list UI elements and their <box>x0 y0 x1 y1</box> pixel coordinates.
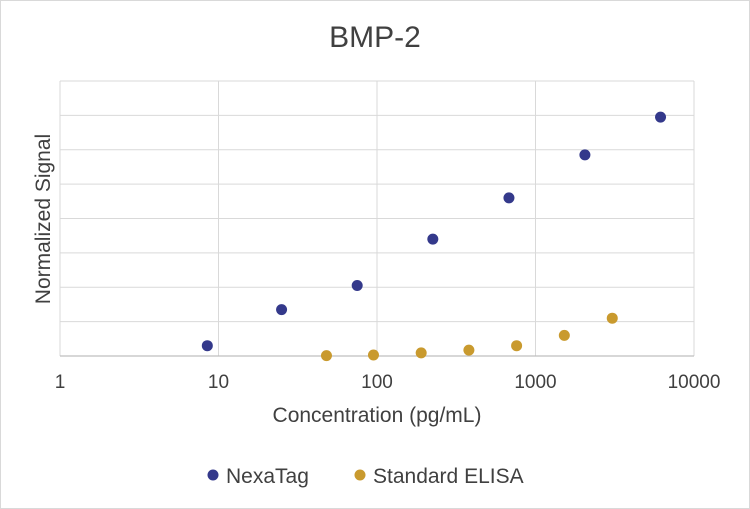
x-tick-label: 100 <box>361 372 393 393</box>
point-standard-elisa <box>558 329 570 341</box>
x-tick-label: 10000 <box>668 372 721 393</box>
x-tick-labels: 1 10 100 1000 10000 <box>55 372 721 393</box>
x-axis-title: Concentration (pg/mL) <box>273 404 482 427</box>
legend-label-nexatag: NexaTag <box>226 465 309 488</box>
chart-title: BMP-2 <box>329 21 421 54</box>
point-nexatag <box>427 233 439 245</box>
point-standard-elisa <box>511 340 523 352</box>
legend-marker-nexatag <box>207 469 219 481</box>
point-nexatag <box>503 192 515 204</box>
point-standard-elisa <box>415 347 427 359</box>
point-standard-elisa <box>320 350 332 362</box>
grid <box>59 80 695 357</box>
point-nexatag <box>655 111 667 123</box>
point-standard-elisa <box>463 344 475 356</box>
point-nexatag <box>579 149 591 161</box>
point-nexatag <box>276 304 288 316</box>
x-tick-label: 1 <box>55 372 66 393</box>
legend-marker-standard-elisa <box>354 469 366 481</box>
point-nexatag <box>351 280 363 292</box>
x-tick-label: 1000 <box>514 372 556 393</box>
y-axis-title: Normalized Signal <box>32 134 55 304</box>
point-standard-elisa <box>367 349 379 361</box>
data-points <box>201 111 667 362</box>
legend-label-standard-elisa: Standard ELISA <box>373 465 524 488</box>
point-standard-elisa <box>606 312 618 324</box>
legend: NexaTag Standard ELISA <box>207 465 524 488</box>
point-nexatag <box>201 340 213 352</box>
x-tick-label: 10 <box>208 372 229 393</box>
